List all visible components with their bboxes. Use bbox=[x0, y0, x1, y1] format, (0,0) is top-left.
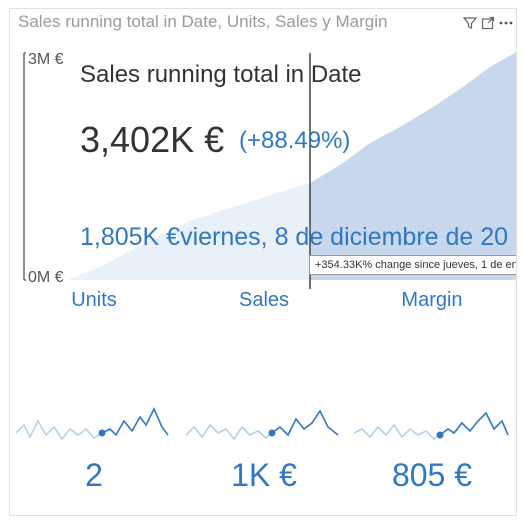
hover-value: 1,805K € bbox=[80, 223, 181, 251]
tile-label: Margin bbox=[401, 289, 463, 311]
filter-icon[interactable] bbox=[462, 13, 478, 33]
visual-title: Sales running total in Date, Units, Sale… bbox=[18, 12, 388, 31]
visual-header: Sales running total in Date, Units, Sale… bbox=[10, 9, 516, 39]
y-axis-min-label: 0M € bbox=[26, 269, 66, 287]
sparkline bbox=[354, 411, 509, 441]
kpi-value: 3,402K € bbox=[80, 119, 225, 160]
tile-label: Sales bbox=[238, 289, 290, 311]
focus-mode-icon[interactable] bbox=[480, 13, 496, 33]
sparkline-marker bbox=[268, 429, 276, 437]
visual-container[interactable]: Sales running total in Date, Units, Sale… bbox=[9, 8, 517, 516]
sparkline bbox=[16, 407, 169, 441]
tile-value: 2 bbox=[85, 457, 103, 493]
hover-readout: 1,805K €viernes, 8 de diciembre de 20 bbox=[80, 223, 508, 252]
tile-sales[interactable]: Sales 1K € bbox=[180, 289, 348, 515]
visual-header-icons bbox=[458, 9, 514, 37]
area-before-hover bbox=[70, 183, 310, 280]
more-options-icon[interactable] bbox=[498, 13, 514, 33]
kpi-change: (+88.49%) bbox=[239, 127, 351, 154]
area-after-hover bbox=[310, 52, 516, 280]
tile-units[interactable]: Units 2 bbox=[10, 289, 178, 515]
sparkline bbox=[186, 409, 339, 441]
hover-tooltip: +354.33K% change since jueves, 1 de en bbox=[309, 255, 516, 275]
tile-value: 805 € bbox=[391, 457, 473, 493]
hover-date: viernes, 8 de diciembre de 20 bbox=[180, 223, 509, 251]
y-axis-max-label: 3M € bbox=[26, 51, 66, 69]
sparkline-marker bbox=[98, 429, 106, 437]
running-total-card[interactable]: 3M € 0M € Sales running total in Date 3,… bbox=[10, 39, 516, 289]
running-total-area-chart bbox=[23, 52, 516, 289]
tile-margin[interactable]: Margin 805 € bbox=[348, 289, 516, 515]
small-multiples: Units 2 Sales 1K € Margin 8 bbox=[10, 289, 516, 515]
kpi-name: Sales running total in Date bbox=[80, 61, 362, 88]
sparkline-marker bbox=[436, 431, 444, 439]
tile-value: 1K € bbox=[231, 457, 297, 493]
tile-label: Units bbox=[71, 289, 117, 311]
